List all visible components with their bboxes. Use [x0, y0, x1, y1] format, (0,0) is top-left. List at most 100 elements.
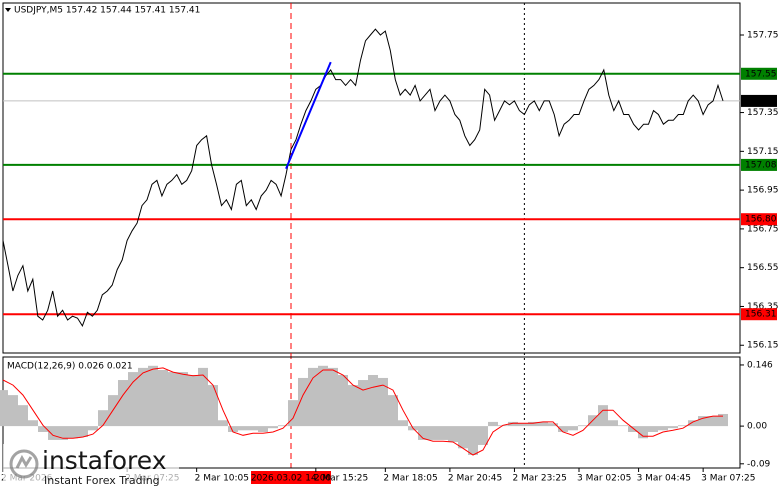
macd-bar	[488, 421, 498, 427]
watermark-bg	[3, 444, 179, 488]
x-tick-label: 2 Mar 15:25	[314, 474, 368, 484]
macd-bar	[608, 420, 618, 427]
y-tick-label: 156.75	[747, 224, 779, 234]
macd-bar	[138, 367, 148, 427]
macd-bar	[528, 421, 538, 427]
level-box	[741, 158, 777, 171]
macd-bar	[78, 426, 88, 438]
price-line	[2, 28, 724, 328]
y-tick-label: 156.55	[747, 263, 779, 273]
macd-bar	[388, 395, 398, 427]
y-tick-label: 0.146	[747, 360, 773, 370]
macd-bar	[568, 426, 578, 431]
y-tick-label: 156.35	[747, 302, 779, 312]
macd-bar	[468, 426, 478, 456]
macd-bar	[348, 385, 358, 427]
macd-bar	[288, 400, 298, 427]
level-label: 157.55	[745, 69, 777, 79]
y-tick-label: -0.09	[747, 459, 771, 469]
macd-bar	[708, 416, 718, 427]
y-tick-label: 157.15	[747, 147, 779, 157]
macd-bar	[48, 426, 58, 440]
macd-bar	[28, 420, 38, 427]
macd-bar	[328, 367, 338, 427]
x-tick-label: 2 Mar 10:05	[195, 474, 249, 484]
macd-bar	[678, 425, 688, 427]
macd-bar	[268, 426, 278, 429]
macd-bar	[68, 426, 78, 439]
x-tick-label: 3 Mar 02:05	[577, 474, 631, 484]
macd-bar	[98, 410, 108, 427]
macd-bar	[258, 426, 268, 432]
macd-bar	[0, 390, 8, 427]
macd-bar	[368, 375, 378, 427]
macd-bar	[718, 413, 728, 427]
macd-bar	[558, 426, 568, 432]
macd-bar	[128, 372, 138, 427]
macd-bar	[688, 420, 698, 427]
macd-bar	[698, 416, 708, 427]
current-price-label: 157.41	[745, 96, 777, 106]
macd-bar	[318, 365, 328, 427]
x-tick-label: 2 Mar 23:25	[512, 474, 566, 484]
macd-bar	[278, 425, 288, 427]
macd-bar	[18, 405, 28, 427]
watermark-tagline: Instant Forex Trading	[44, 474, 160, 487]
macd-bar	[548, 423, 558, 427]
macd-bar	[158, 369, 168, 427]
level-label: 156.31	[745, 310, 777, 320]
x-tick-label: 2 Mar 18:05	[383, 474, 437, 484]
y-tick-label: 156.15	[747, 341, 779, 351]
macd-bar	[358, 380, 368, 427]
macd-bar	[298, 377, 308, 427]
macd-bar	[398, 420, 408, 427]
y-tick-label: 0.00	[747, 422, 767, 432]
logo-mark	[15, 454, 33, 469]
macd-bar	[88, 426, 98, 431]
cursor-time-box	[251, 471, 331, 484]
current-price-box	[741, 94, 777, 107]
macd-bar	[308, 367, 318, 427]
x-tick-label: 2 Mar 20:45	[448, 474, 502, 484]
level-box	[741, 308, 777, 321]
y-tick-label: 157.35	[747, 108, 779, 118]
plot-frame	[2, 2, 741, 354]
macd-bar	[478, 426, 488, 445]
macd-title: MACD(12,26,9) 0.026 0.021	[7, 362, 133, 372]
level-box	[741, 213, 777, 226]
y-tick-label: 157.75	[747, 30, 779, 40]
macd-bar	[338, 375, 348, 427]
macd-bar	[578, 425, 588, 427]
macd-bar	[38, 426, 48, 432]
macd-bar	[618, 425, 628, 427]
x-tick-label: 3 Mar 04:45	[637, 474, 691, 484]
macd-bar	[228, 426, 238, 432]
level-label: 157.08	[745, 160, 777, 170]
macd-bar	[458, 426, 468, 449]
macd-bar	[188, 375, 198, 427]
signal-line	[2, 367, 723, 456]
chart-title: USDJPY,M5 157.42 157.44 157.41 157.41	[14, 6, 200, 16]
macd-bar	[638, 426, 648, 439]
logo-ring	[9, 449, 39, 479]
level-box	[741, 67, 777, 80]
macd-bar	[508, 421, 518, 427]
macd-bar	[648, 426, 658, 432]
y-tick-label: 156.95	[747, 186, 779, 196]
macd-bar	[208, 385, 218, 427]
macd-bar	[148, 365, 158, 427]
macd-bar	[518, 423, 528, 427]
macd-bar	[448, 426, 458, 443]
macd-bar	[58, 426, 68, 440]
macd-bar	[218, 420, 228, 427]
menu-arrow	[5, 8, 11, 12]
macd-bar	[418, 426, 428, 440]
macd-bar	[118, 380, 128, 427]
watermark-brand: instaforex	[42, 446, 167, 475]
macd-bar	[598, 405, 608, 427]
x-tick-label: 3 Mar 07:25	[701, 474, 755, 484]
macd-bar	[438, 426, 448, 440]
macd-bar	[538, 421, 548, 427]
macd-bar	[248, 426, 258, 431]
